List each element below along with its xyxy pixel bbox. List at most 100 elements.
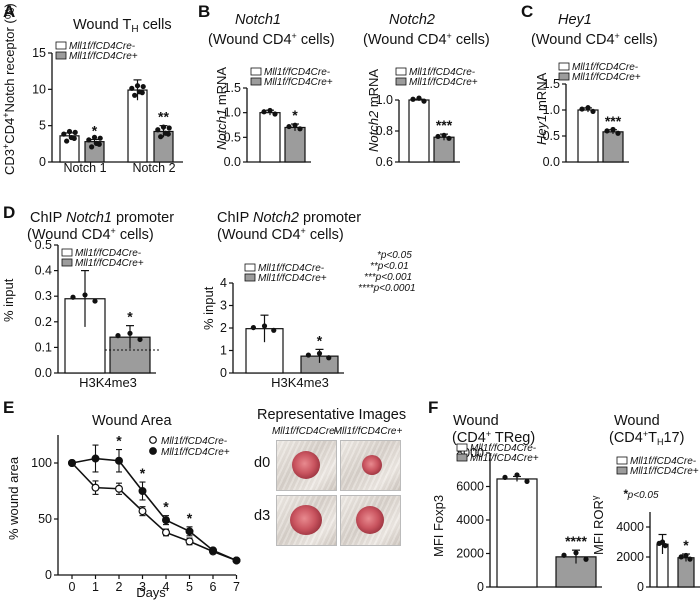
panel-d2-title-line1: ChIP Notch2 promoter [217, 210, 361, 226]
a-ytick-label: 10 [32, 82, 46, 96]
d1-data-point [127, 330, 133, 336]
d2-legend-label: Mll1f/fCD4Cre+ [258, 273, 327, 284]
b1-legend-swatch [250, 67, 262, 76]
a-data-point [136, 89, 142, 95]
c-data-point [590, 108, 596, 115]
panel-a-ylabel: CD3+CD4+Notch receptor (%) [1, 3, 17, 175]
a-data-point [155, 127, 161, 133]
e-point-cre-minus [185, 537, 194, 546]
b1-data-point [286, 123, 292, 130]
panel-f1-title-line1: Wound [453, 413, 499, 429]
f1-legend-label: Mll1f/fCD4Cre- [470, 443, 537, 454]
a-data-point [158, 134, 164, 140]
f1-data-point [583, 556, 589, 562]
d1-legend-swatch [61, 248, 73, 257]
e-point-cre-plus [91, 454, 100, 463]
d1-bar-cre-plus [109, 336, 151, 374]
rep-col-cre-plus: Mll1f/fCD4Cre+ [334, 426, 403, 437]
e-ytick-label: 100 [31, 456, 52, 470]
e-point-cre-minus [114, 484, 123, 493]
d2-data-point [305, 352, 311, 358]
b2-legend-swatch [395, 67, 407, 76]
d1-data-point [92, 298, 98, 304]
e-point-cre-plus [114, 456, 123, 465]
f2-significance: * [683, 537, 689, 553]
a-legend-label: Mll1f/fCD4Cre+ [69, 51, 138, 62]
c-bar-cre-plus [602, 131, 624, 163]
f1-data-point [524, 478, 530, 484]
b2-ytick-label: 1.0 [376, 93, 393, 107]
c-data-point [604, 128, 610, 134]
a-data-point [91, 134, 98, 140]
panel-b1-title-cells: (Wound CD4+ cells) [208, 31, 335, 48]
panel-d1-xlabel: H3K4me3 [79, 375, 137, 390]
sig-key-1: *p<0.05 [377, 250, 412, 261]
f1-data-point [561, 552, 567, 558]
panel-b1-ylabel: Notch1 mRNA [214, 67, 229, 150]
c-significance: *** [605, 113, 622, 129]
panel-e-title: Wound Area [92, 413, 172, 429]
f2-data-point [662, 543, 668, 549]
e-point-cre-plus [209, 546, 218, 555]
e-xtick-label: 1 [92, 580, 99, 594]
a-data-point [140, 83, 146, 90]
sig-key-2: **p<0.01 [370, 261, 409, 272]
d2-ytick-label: 3 [220, 299, 227, 313]
panel-letter-d: D [3, 203, 15, 222]
panel-f2-sig-key: *p<0.05 [623, 487, 659, 501]
panel-f2-title-line2: (CD4+TH17) [609, 429, 684, 447]
sig-key-4: ****p<0.0001 [358, 283, 416, 294]
e-xtick-label: 7 [233, 580, 240, 594]
f1-legend-label: Mll1f/fCD4Cre+ [470, 453, 539, 464]
a-data-point [166, 125, 172, 131]
a-ytick-label: 0 [39, 155, 46, 169]
d2-ytick-label: 1 [220, 344, 227, 358]
f2-data-point [678, 554, 684, 560]
panel-d1-ylabel: % input [1, 278, 16, 322]
rep-row-d3: d3 [254, 508, 270, 524]
d2-legend-label: Mll1f/fCD4Cre- [258, 263, 325, 274]
panel-b2-title-cells: (Wound CD4+ cells) [363, 31, 490, 48]
a-bar-cre-minus [127, 89, 148, 163]
panel-letter-a: A [3, 2, 15, 21]
f2-data-point [659, 539, 666, 545]
panel-b2-title-gene: Notch2 [389, 12, 435, 28]
b1-ytick-label: 0.0 [224, 155, 241, 169]
e-xtick-label: 0 [69, 580, 76, 594]
b1-ytick-label: 1.5 [224, 81, 241, 95]
sig-key-3: ***p<0.001 [364, 272, 412, 283]
a-ytick-label: 15 [32, 46, 46, 60]
c-data-point [579, 106, 585, 112]
b2-data-point [441, 132, 447, 138]
rep-col-cre-minus: Mll1f/fCD4Cre- [272, 426, 339, 437]
rep-row-d0: d0 [254, 455, 270, 471]
b1-ytick-label: 1.0 [224, 106, 241, 120]
wound-photo-cre-plus-d3 [340, 495, 401, 546]
b1-data-point [261, 109, 267, 115]
d2-legend-swatch [244, 273, 256, 282]
b2-data-point [435, 133, 441, 140]
b2-data-point [416, 95, 422, 101]
f1-bar-cre-minus [496, 478, 538, 588]
b2-data-point [421, 98, 427, 104]
panel-b2-ylabel: Notch2 mRNA [366, 69, 381, 152]
f1-ytick-label: 2000 [456, 547, 484, 561]
d1-data-point [82, 292, 88, 298]
b2-ytick-label: 0.6 [376, 155, 393, 169]
significance-key: *p<0.05 **p<0.01 ***p<0.001 ****p<0.0001 [358, 250, 416, 294]
c-data-point [585, 105, 591, 111]
b1-data-point [292, 122, 298, 128]
e-xtick-label: 3 [139, 580, 146, 594]
a-data-point [160, 124, 167, 130]
b2-data-point [446, 135, 452, 141]
e-xtick-label: 5 [186, 580, 193, 594]
e-legend-marker [149, 436, 157, 444]
e-significance: * [116, 433, 122, 449]
panel-b1-title-gene: Notch1 [235, 12, 281, 28]
b2-data-point [410, 96, 416, 102]
d1-ytick-label: 0.4 [35, 264, 52, 278]
panel-c-title-cells: (Wound CD4+ cells) [531, 31, 658, 48]
e-xtick-label: 2 [116, 580, 123, 594]
e-point-cre-plus [67, 459, 76, 468]
panel-letter-c: C [521, 2, 533, 21]
